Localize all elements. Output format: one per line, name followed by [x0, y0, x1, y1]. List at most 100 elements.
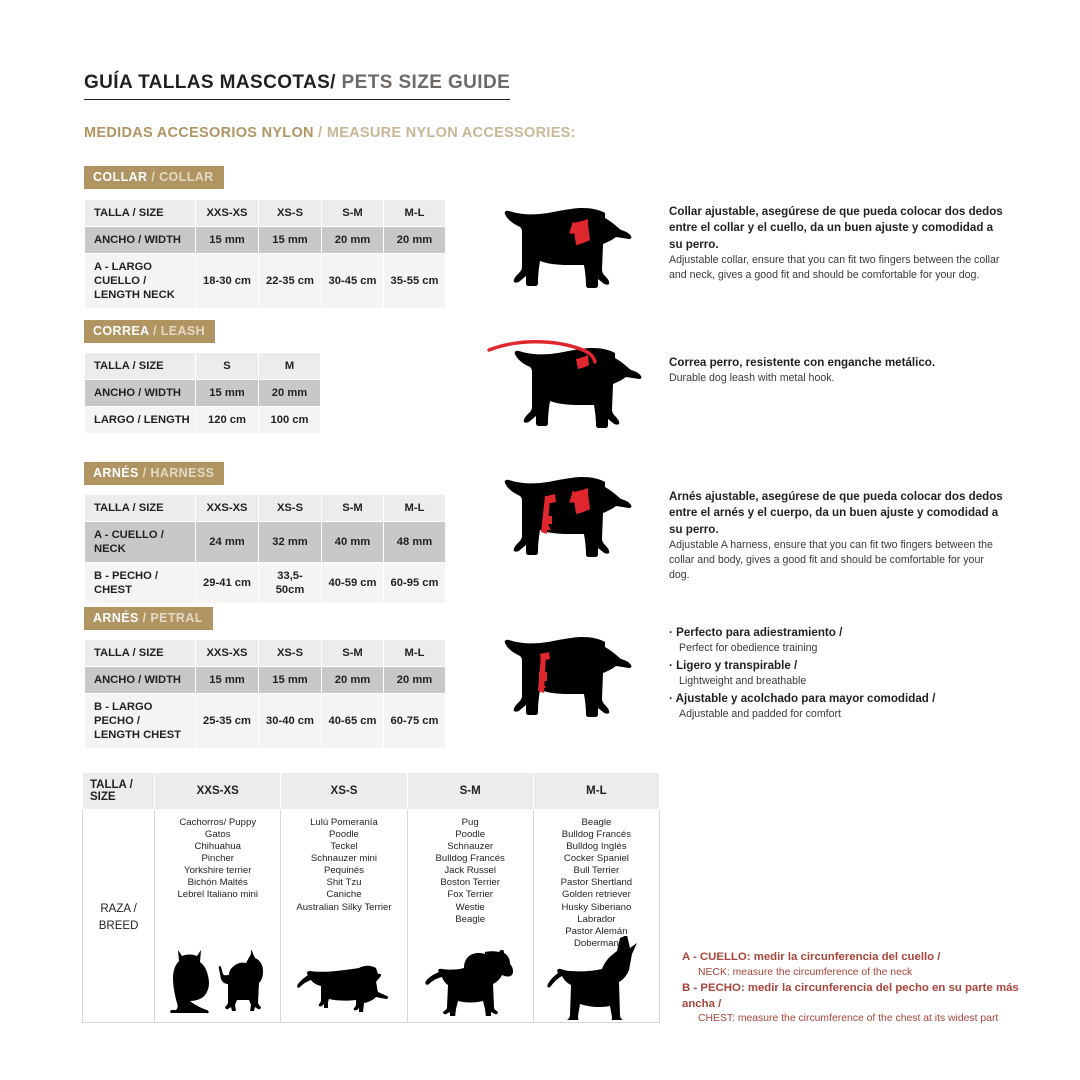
cell-value: 15 mm [195, 379, 259, 407]
col-header-m-l: M-L [383, 639, 446, 667]
cell-value: 20 mm [321, 226, 384, 254]
table-row: TALLA / SIZE XXS-XS XS-S S-M M-L [84, 494, 446, 522]
col-header-size: TALLA / SIZE [84, 494, 196, 522]
col-header-xxs-xs: XXS-XS [195, 199, 259, 227]
col-header-xxs-xs: XXS-XS [195, 494, 259, 522]
row-label-neck-length: A - LARGO CUELLO / LENGTH NECK [84, 253, 196, 309]
cell-value: 20 mm [258, 379, 321, 407]
list-item: · Perfecto para adiestramiento / Perfect… [669, 625, 1019, 655]
breed-cell-xs-s: Lulú Pomeranía Poodle Teckel Schnauzer m… [280, 809, 408, 1023]
row-label-width: ANCHO / WIDTH [84, 666, 196, 694]
silhouette-group [537, 934, 656, 1020]
table-row: TALLA / SIZE XXS-XS XS-S S-M M-L [81, 772, 661, 810]
silhouette-group [284, 928, 403, 1014]
chihuahua-silhouette [218, 949, 263, 1011]
breed-name: Teckel [330, 841, 358, 853]
page-title-es: GUÍA TALLAS MASCOTAS/ [84, 72, 336, 93]
table-row: ANCHO / WIDTH 15 mm 15 mm 20 mm 20 mm [84, 666, 446, 694]
col-header-s-m: S-M [406, 772, 534, 810]
petral-spec-table: TALLA / SIZE XXS-XS XS-S S-M M-L ANCHO /… [84, 639, 446, 749]
breed-name: Husky Siberiano [561, 901, 632, 913]
petral-features-list: · Perfecto para adiestramiento / Perfect… [669, 625, 1019, 724]
badge-label-en: / HARNESS [142, 466, 215, 480]
col-header-s-m: S-M [321, 199, 384, 227]
dog-collar-silhouette [487, 203, 647, 303]
cell-value: 60-95 cm [383, 562, 446, 604]
measurement-legend: A - CUELLO: medir la circunferencia del … [682, 950, 1022, 1027]
breed-name: Australian Silky Terrier [296, 901, 392, 913]
row-label-width: ANCHO / WIDTH [84, 226, 196, 254]
cell-value: 120 cm [195, 406, 259, 434]
harness-description-es: Arnés ajustable, asegúrese de que pueda … [669, 490, 1003, 536]
dog-leash-silhouette [487, 333, 657, 433]
breed-name: Beagle [581, 817, 612, 828]
cell-value: 20 mm [383, 666, 446, 694]
cell-value: 40 mm [321, 521, 384, 563]
row-label-chest: B - PECHO / CHEST [84, 562, 196, 604]
breed-name: Pequinés [323, 865, 364, 877]
cell-value: 18-30 cm [195, 253, 259, 309]
table-row: ANCHO / WIDTH 15 mm 20 mm [84, 379, 321, 407]
breed-name: Bulldog Francés [561, 829, 632, 841]
breed-name: Bulldog Inglés [566, 841, 627, 853]
breed-list: Pug Poodle Schnauzer Bulldog Francés Jac… [411, 817, 530, 926]
col-header-s-m: S-M [321, 639, 384, 667]
breed-name: Gatos [204, 829, 231, 841]
badge-label-es: CORREA [93, 324, 153, 338]
page-subtitle-es: MEDIDAS ACCESORIOS NYLON [84, 125, 319, 141]
cell-value: 30-40 cm [258, 693, 322, 749]
col-header-s: S [195, 352, 259, 380]
cell-value: 40-59 cm [321, 562, 384, 604]
cell-value: 60-75 cm [383, 693, 446, 749]
breed-name: Chihuahua [194, 841, 241, 853]
legend-chest-es: B - PECHO: medir la circunferencia del p… [682, 981, 1019, 1010]
harness-description: Arnés ajustable, asegúrese de que pueda … [669, 489, 1005, 583]
badge-label-en: / LEASH [152, 324, 206, 338]
feature-en: Adjustable and padded for comfort [679, 707, 841, 720]
leash-description-es: Correa perro, resistente con enganche me… [669, 356, 936, 369]
leash-description-en: Durable dog leash with metal hook. [669, 372, 835, 385]
cell-value: 15 mm [195, 666, 259, 694]
badge-label-en: / PETRAL [142, 611, 203, 625]
cell-value: 22-35 cm [258, 253, 322, 309]
list-item: · Ligero y transpirable / Lightweight an… [669, 658, 1019, 688]
doberman-silhouette [547, 935, 638, 1020]
breed-name: Schnauzer [447, 841, 494, 853]
cell-value: 100 cm [258, 406, 321, 434]
col-header-m: M [258, 352, 321, 380]
harness-spec-table: TALLA / SIZE XXS-XS XS-S S-M M-L A - CUE… [84, 494, 446, 604]
row-label-neck: A - CUELLO / NECK [84, 521, 196, 563]
breed-name: Beagle [455, 913, 486, 925]
cell-value: 15 mm [258, 226, 322, 254]
breed-size-table: TALLA / SIZE XXS-XS XS-S S-M M-L RAZA / … [81, 772, 661, 1023]
cell-value: 48 mm [383, 521, 446, 563]
breed-name: Pastor Alemán [565, 925, 628, 937]
breed-name: Shit Tzu [326, 877, 362, 889]
breed-name: Boston Terrier [440, 877, 500, 889]
col-header-size: TALLA / SIZE [84, 352, 196, 380]
cell-value: 20 mm [383, 226, 446, 254]
table-row: A - CUELLO / NECK 24 mm 32 mm 40 mm 48 m… [84, 521, 446, 563]
cat-silhouette [169, 949, 209, 1013]
section-badge-petral: ARNÉS / PETRAL [84, 607, 213, 630]
badge-label-es: ARNÉS [93, 611, 143, 625]
legend-chest-en: CHEST: measure the circumference of the … [698, 1013, 999, 1025]
cell-value: 35-55 cm [383, 253, 446, 309]
breed-name: Schnauzer mini [310, 853, 378, 865]
collar-description-en: Adjustable collar, ensure that you can f… [669, 254, 1000, 282]
page-title-en: PETS SIZE GUIDE [335, 72, 511, 93]
collar-spec-table: TALLA / SIZE XXS-XS XS-S S-M M-L ANCHO /… [84, 199, 446, 309]
breed-name: Poodle [329, 829, 359, 841]
section-badge-collar: COLLAR / COLLAR [84, 166, 224, 189]
row-label-chest-length: B - LARGO PECHO / LENGTH CHEST [84, 693, 196, 749]
cell-value: 15 mm [195, 226, 259, 254]
feature-es: · Ligero y transpirable / [669, 658, 798, 672]
feature-es: · Perfecto para adiestramiento / [669, 626, 843, 639]
breed-name: Pincher [201, 853, 234, 865]
breed-name: Golden retriever [561, 889, 631, 901]
harness-description-en: Adjustable A harness, ensure that you ca… [669, 539, 993, 582]
dachshund-silhouette [297, 965, 389, 1012]
badge-label-en: / COLLAR [151, 170, 214, 184]
col-header-xxs-xs: XXS-XS [195, 639, 259, 667]
